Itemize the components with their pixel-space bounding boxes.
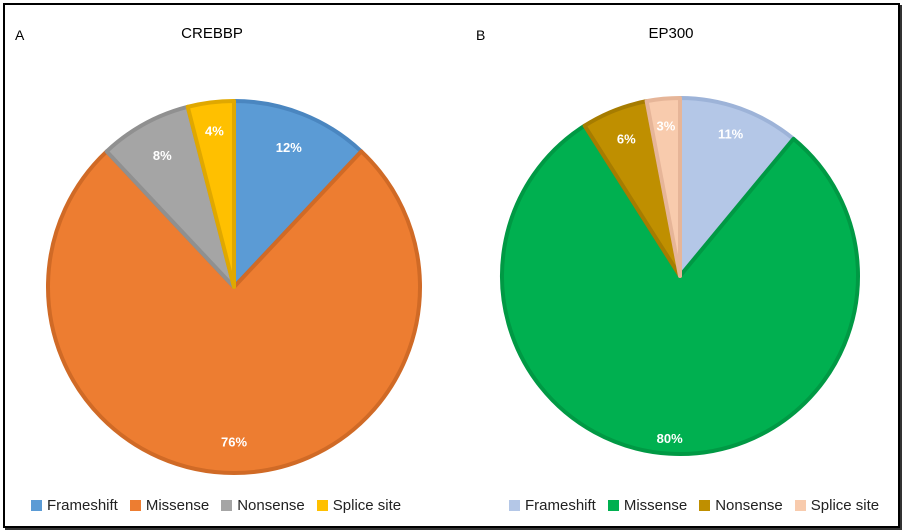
panel-letter-a: A xyxy=(15,27,25,43)
legend-swatch-missense xyxy=(129,500,141,511)
pie-slice-crebbp-missense xyxy=(46,149,422,475)
data-label-ep300-nonsense: 6% xyxy=(617,132,636,147)
data-label-ep300-frameshift: 11% xyxy=(718,127,744,142)
data-label-crebbp-frameshift: 12% xyxy=(276,140,302,155)
pie-slice-crebbp-frameshift xyxy=(232,99,364,289)
legend-swatch-missense xyxy=(607,500,619,511)
legend-label-frameshift: Frameshift xyxy=(525,497,596,514)
legend-swatch-frameshift xyxy=(31,500,42,511)
legend-label-splice-site: Splice site xyxy=(810,497,880,514)
legend-crebbp: Frameshift Missense Nonsense Splice site xyxy=(31,497,413,514)
legend-label-frameshift: Frameshift xyxy=(47,497,118,514)
legend-label-nonsense: Nonsense xyxy=(237,497,305,514)
data-label-crebbp-missense: 76% xyxy=(221,435,247,450)
data-label-ep300-splice-site: 3% xyxy=(657,119,676,134)
pie-chart-crebbp: 12% 76% 8% 4% xyxy=(46,99,422,475)
legend-label-missense: Missense xyxy=(623,497,688,514)
panel-letter-b: B xyxy=(476,27,486,43)
legend-swatch-frameshift xyxy=(509,500,520,511)
pie-slice-ep300-splice-site xyxy=(644,96,682,278)
legend-item-crebbp-nonsense: Nonsense xyxy=(221,497,305,514)
chart-title-crebbp: CREBBP xyxy=(181,25,243,42)
legend-item-ep300-frameshift: Frameshift xyxy=(509,497,596,514)
data-label-crebbp-splice-site: 4% xyxy=(205,123,224,138)
legend-swatch-splice-site xyxy=(316,500,328,511)
panel-b: B EP300 11% 80% 6% 3% Frameshift Missense Non… xyxy=(452,5,898,526)
legend-label-missense: Missense xyxy=(145,497,210,514)
pie-slice-ep300-missense xyxy=(500,123,860,456)
pie-slice-ep300-frameshift xyxy=(678,96,796,278)
data-label-ep300-missense: 80% xyxy=(657,431,683,446)
legend-label-nonsense: Nonsense xyxy=(715,497,783,514)
legend-item-crebbp-missense: Missense xyxy=(129,497,210,514)
panel-a: A CREBBP 12% 76% 8% 4% Frameshift Missense No… xyxy=(5,5,452,526)
legend-label-splice-site: Splice site xyxy=(332,497,402,514)
legend-item-crebbp-splice-site: Splice site xyxy=(316,497,402,514)
legend-item-ep300-nonsense: Nonsense xyxy=(699,497,783,514)
legend-item-ep300-splice-site: Splice site xyxy=(794,497,880,514)
legend-swatch-nonsense xyxy=(221,500,233,511)
legend-swatch-splice-site xyxy=(794,500,806,511)
chart-title-ep300: EP300 xyxy=(648,25,694,42)
legend-ep300: Frameshift Missense Nonsense Splice site xyxy=(509,497,891,514)
legend-item-crebbp-frameshift: Frameshift xyxy=(31,497,118,514)
legend-item-ep300-missense: Missense xyxy=(607,497,688,514)
legend-swatch-nonsense xyxy=(699,500,711,511)
data-label-crebbp-nonsense: 8% xyxy=(153,148,172,163)
figure-frame: A CREBBP 12% 76% 8% 4% Frameshift Missense No… xyxy=(3,3,900,528)
pie-chart-ep300: 11% 80% 6% 3% xyxy=(500,96,860,456)
pie-slice-crebbp-splice-site xyxy=(185,99,236,289)
